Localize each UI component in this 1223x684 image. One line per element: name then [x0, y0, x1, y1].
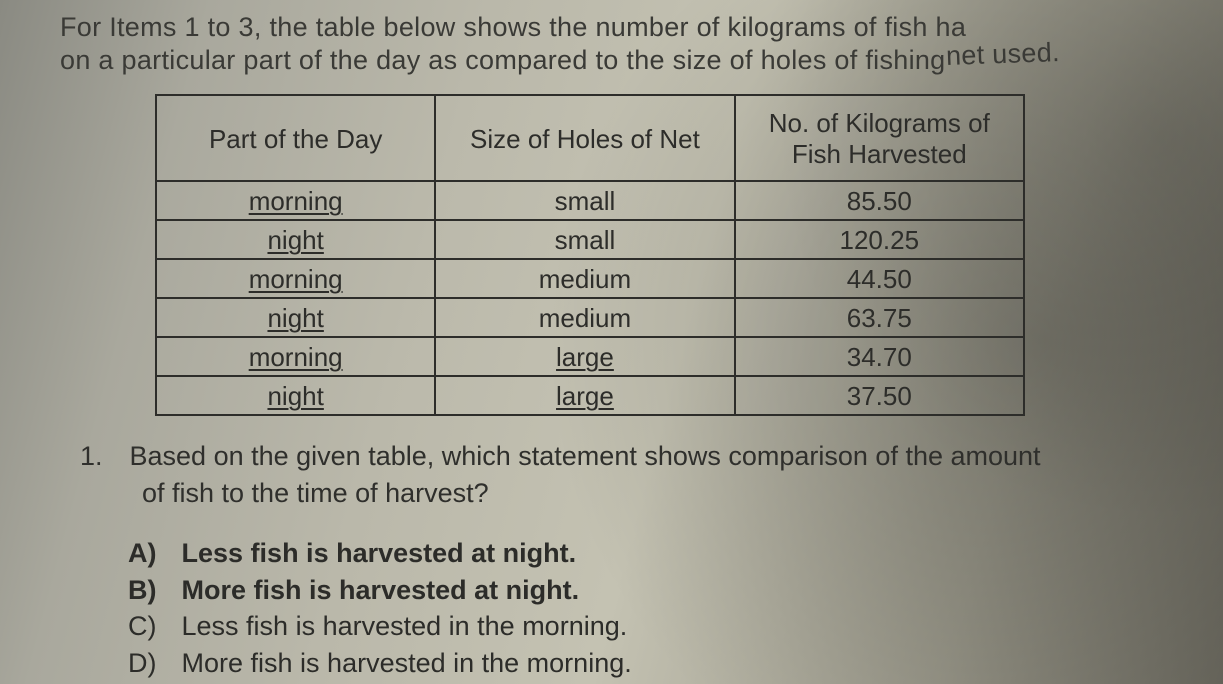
choice-c: C) Less fish is harvested in the morning…: [128, 608, 1163, 644]
cell-kg: 63.75: [735, 298, 1024, 337]
cell-kg: 34.70: [735, 337, 1024, 376]
table-row: morning large 34.70: [156, 337, 1024, 376]
cell-size: small: [435, 181, 734, 220]
cell-size: small: [435, 220, 734, 259]
cell-part: morning: [156, 181, 435, 220]
cell-size: medium: [435, 259, 734, 298]
table-row: morning small 85.50: [156, 181, 1024, 220]
choice-letter: B): [128, 572, 174, 608]
question-line-2: of fish to the time of harvest?: [142, 475, 1163, 511]
choice-letter: D): [128, 645, 174, 681]
cell-kg: 85.50: [735, 181, 1024, 220]
cell-kg: 120.25: [735, 220, 1024, 259]
intro-line-2: on a particular part of the day as compa…: [60, 45, 1163, 76]
cell-part: night: [156, 298, 435, 337]
cell-kg: 37.50: [735, 376, 1024, 415]
cell-part: morning: [156, 337, 435, 376]
cell-part: night: [156, 376, 435, 415]
answer-choices: A) Less fish is harvested at night. B) M…: [128, 535, 1163, 681]
table-row: night small 120.25: [156, 220, 1024, 259]
cell-part: night: [156, 220, 435, 259]
choice-letter: A): [128, 535, 174, 571]
cell-size: medium: [435, 298, 734, 337]
choice-b: B) More fish is harvested at night.: [128, 572, 1163, 608]
cell-kg: 44.50: [735, 259, 1024, 298]
choice-a: A) Less fish is harvested at night.: [128, 535, 1163, 571]
intro-text-1a: For Items 1 to 3, the table below shows …: [60, 12, 966, 42]
cell-part: morning: [156, 259, 435, 298]
question-number: 1.: [80, 438, 122, 474]
choice-text: More fish is harvested in the morning.: [182, 648, 632, 678]
header-part-of-day: Part of the Day: [156, 95, 435, 181]
intro-text-2b: net used.: [945, 37, 1060, 72]
table-row: night medium 63.75: [156, 298, 1024, 337]
header-size-of-holes: Size of Holes of Net: [435, 95, 734, 181]
question-line-1: Based on the given table, which statemen…: [130, 441, 1041, 471]
table-row: morning medium 44.50: [156, 259, 1024, 298]
table-header-row: Part of the Day Size of Holes of Net No.…: [156, 95, 1024, 181]
choice-d: D) More fish is harvested in the morning…: [128, 645, 1163, 681]
header-kilograms: No. of Kilograms of Fish Harvested: [735, 95, 1024, 181]
question-1: 1. Based on the given table, which state…: [80, 438, 1163, 511]
cell-size: large: [435, 337, 734, 376]
choice-text: More fish is harvested at night.: [182, 575, 580, 605]
intro-text-2a: on a particular part of the day as compa…: [60, 45, 946, 75]
choice-letter: C): [128, 608, 174, 644]
choice-text: Less fish is harvested in the morning.: [182, 611, 628, 641]
cell-size: large: [435, 376, 734, 415]
choice-text: Less fish is harvested at night.: [182, 538, 577, 568]
table-row: night large 37.50: [156, 376, 1024, 415]
fish-harvest-table: Part of the Day Size of Holes of Net No.…: [155, 94, 1025, 416]
